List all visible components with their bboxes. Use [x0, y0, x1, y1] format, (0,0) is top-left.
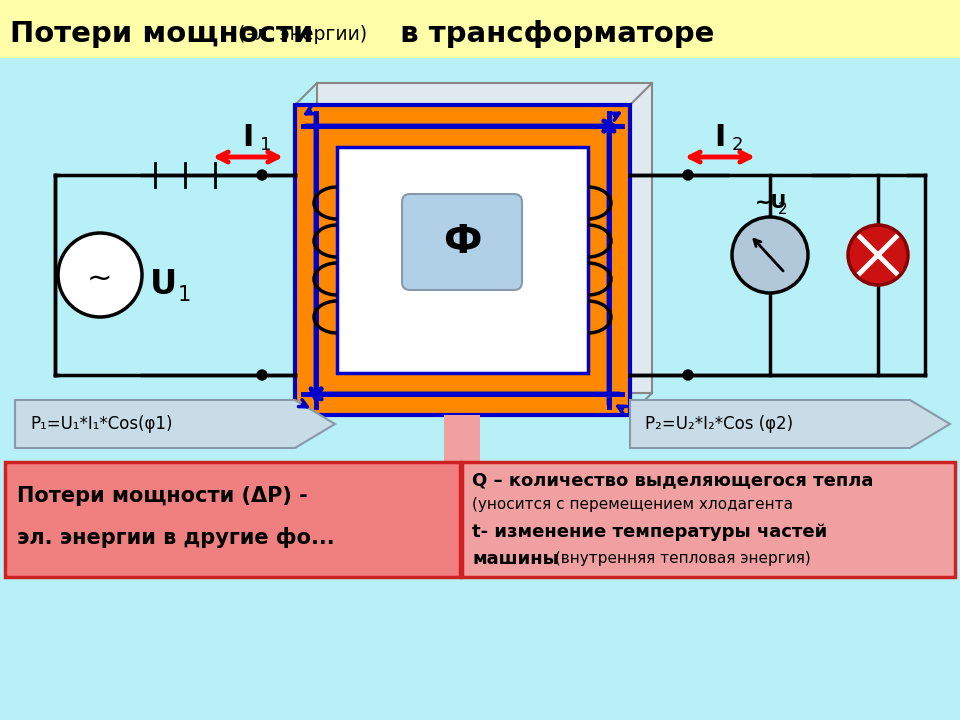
FancyBboxPatch shape — [295, 105, 630, 415]
Text: P₂=U₂*I₂*Cos (φ2): P₂=U₂*I₂*Cos (φ2) — [645, 415, 793, 433]
Text: (уносится с перемещением хлодагента: (уносится с перемещением хлодагента — [472, 498, 793, 513]
Circle shape — [683, 170, 693, 180]
Circle shape — [732, 217, 808, 293]
Text: эл. энергии в другие фо...: эл. энергии в другие фо... — [17, 526, 335, 547]
FancyBboxPatch shape — [462, 462, 955, 577]
Text: I: I — [714, 122, 726, 151]
Text: t- изменение температуры частей: t- изменение температуры частей — [472, 523, 828, 541]
Polygon shape — [434, 475, 490, 510]
Text: 1: 1 — [260, 136, 272, 154]
Circle shape — [257, 170, 267, 180]
FancyBboxPatch shape — [5, 462, 460, 577]
FancyBboxPatch shape — [317, 83, 652, 393]
Circle shape — [257, 370, 267, 380]
Text: Потери мощности (ΔP) -: Потери мощности (ΔP) - — [17, 486, 308, 506]
Text: (эл. энергии): (эл. энергии) — [232, 24, 373, 43]
Text: Ф: Ф — [443, 223, 481, 261]
Text: U: U — [150, 269, 178, 302]
Text: в трансформаторе: в трансформаторе — [390, 20, 714, 48]
FancyBboxPatch shape — [402, 194, 522, 290]
Text: ~: ~ — [87, 264, 112, 294]
Circle shape — [848, 225, 908, 285]
Text: 2: 2 — [732, 136, 743, 154]
Text: машины: машины — [472, 550, 559, 568]
Polygon shape — [15, 400, 335, 448]
Text: 2: 2 — [778, 202, 787, 217]
Text: Потери мощности: Потери мощности — [10, 20, 313, 48]
Text: P₁=U₁*I₁*Cos(φ1): P₁=U₁*I₁*Cos(φ1) — [30, 415, 173, 433]
Text: ~U: ~U — [755, 194, 787, 212]
Polygon shape — [630, 400, 950, 448]
Circle shape — [58, 233, 142, 317]
FancyBboxPatch shape — [444, 415, 480, 475]
FancyBboxPatch shape — [337, 147, 588, 373]
FancyBboxPatch shape — [0, 0, 960, 58]
Text: I: I — [242, 122, 253, 151]
Text: Q – количество выделяющегося тепла: Q – количество выделяющегося тепла — [472, 471, 874, 489]
Text: 1: 1 — [178, 285, 191, 305]
Circle shape — [683, 370, 693, 380]
Text: (внутренняя тепловая энергия): (внутренняя тепловая энергия) — [550, 552, 811, 567]
